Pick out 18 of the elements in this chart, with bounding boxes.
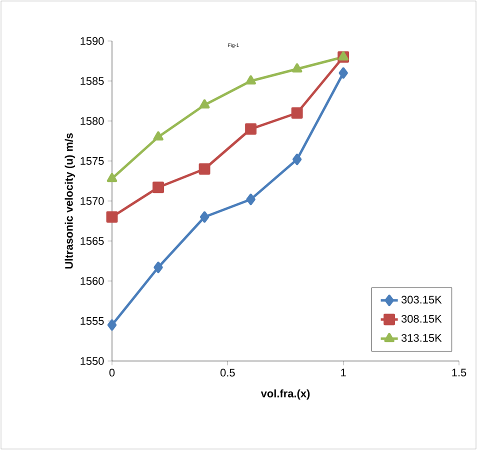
y-tick-label: 1550: [80, 357, 104, 365]
x-tick-label: 1.5: [452, 368, 466, 376]
x-axis-title: vol.fra.(x): [260, 389, 310, 400]
y-tick-label: 1590: [80, 37, 104, 45]
legend-label: 308.15K: [401, 314, 442, 323]
x-tick-label: 1: [341, 368, 346, 376]
x-tick-label: 0: [109, 368, 115, 377]
y-tick-label: 1570: [80, 197, 104, 205]
x-tick-label: 0.5: [220, 368, 235, 377]
y-axis-title: Ultrasonic velocity (u) m/s: [64, 133, 75, 269]
y-tick-label: 1560: [80, 277, 104, 285]
y-tick-label: 1580: [80, 117, 104, 125]
y-tick-label: 1565: [80, 237, 104, 245]
y-tick-label: 1555: [80, 317, 104, 325]
y-tick-label: 1575: [80, 157, 104, 165]
y-tick-label: 1585: [80, 77, 104, 85]
legend-label: 303.15K: [401, 296, 442, 304]
legend-label: 313.15K: [401, 334, 442, 342]
